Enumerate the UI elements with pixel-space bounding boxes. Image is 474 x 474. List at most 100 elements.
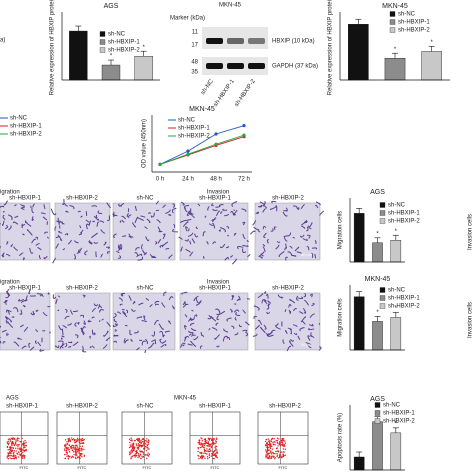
dot [281, 455, 283, 458]
dot [10, 440, 12, 442]
dot [266, 455, 269, 457]
dot [66, 441, 68, 443]
chart-title: MKN-45 [365, 276, 391, 283]
dot [68, 444, 71, 446]
dot [203, 448, 206, 450]
cell [168, 296, 174, 301]
cell [252, 333, 258, 337]
cell [314, 253, 317, 259]
cell [2, 210, 5, 213]
dot [9, 448, 11, 450]
dot [15, 450, 17, 452]
cell [292, 236, 295, 239]
dot [266, 441, 268, 444]
cell [141, 244, 143, 250]
cell [309, 313, 315, 318]
cell [121, 219, 125, 223]
dot [81, 445, 84, 447]
dot [216, 450, 218, 452]
scale-bar: 50 μm [301, 342, 313, 347]
cell [128, 214, 132, 219]
cell [58, 221, 62, 226]
cell [25, 295, 28, 301]
cell [89, 335, 91, 339]
dot [15, 444, 18, 446]
cell [180, 201, 185, 206]
cell [34, 340, 37, 345]
cell [59, 225, 61, 229]
cell [292, 308, 298, 312]
cell [187, 228, 190, 232]
cell [73, 310, 79, 313]
dot [270, 453, 273, 455]
dot [270, 450, 272, 453]
cell [191, 331, 194, 337]
cell [227, 234, 229, 237]
cell [101, 318, 104, 321]
cell [75, 334, 79, 339]
dot [81, 456, 83, 458]
dot [278, 438, 280, 440]
dot [83, 439, 85, 441]
cell [137, 217, 144, 221]
cell [67, 239, 73, 245]
dot [203, 450, 206, 452]
dot [199, 444, 202, 446]
cell [241, 208, 247, 213]
dot [82, 442, 85, 445]
cell [263, 324, 267, 330]
cell [6, 332, 9, 336]
legend-swatch [374, 402, 381, 408]
dot [142, 453, 145, 455]
cell [224, 213, 230, 217]
cell [35, 329, 39, 332]
dot [210, 453, 213, 455]
dot [137, 438, 139, 440]
cell [46, 221, 49, 225]
dot [199, 446, 202, 449]
dot [65, 449, 68, 452]
cell [57, 309, 60, 312]
dot [208, 448, 211, 450]
cell [13, 221, 19, 225]
dot [15, 454, 17, 457]
dot [147, 441, 150, 444]
cell [47, 236, 50, 239]
cell [26, 222, 32, 227]
dot [140, 457, 142, 460]
dot [20, 456, 23, 458]
cell [249, 230, 256, 235]
cell [277, 294, 282, 299]
dot [264, 449, 267, 451]
x-tick-label: 0 h [156, 177, 164, 183]
cell [117, 311, 122, 315]
cell [157, 226, 161, 233]
label: sh-HBXIP-2 [234, 78, 257, 108]
legend-label: sh-HBXIP-2 [383, 419, 415, 425]
dot [8, 448, 10, 451]
dot [278, 441, 281, 443]
cell [112, 312, 117, 319]
cell [19, 309, 23, 315]
cell [286, 345, 292, 352]
cell [86, 223, 89, 230]
cell [29, 295, 36, 297]
point [158, 162, 162, 166]
cell [81, 329, 85, 336]
cell [79, 314, 85, 318]
dot [74, 441, 77, 443]
legend-label: sh-HBXIP-1 [178, 126, 210, 132]
cell [55, 243, 60, 249]
dot [280, 451, 282, 454]
micrograph [54, 202, 111, 261]
dot [13, 438, 15, 441]
cell [218, 229, 222, 232]
cell [222, 335, 229, 342]
dot [22, 441, 25, 443]
dot [81, 442, 84, 444]
label: sh-HBXIP-1 [199, 196, 231, 202]
dot [7, 449, 9, 451]
dot [140, 446, 143, 448]
cell [266, 304, 270, 310]
cell [7, 214, 13, 221]
